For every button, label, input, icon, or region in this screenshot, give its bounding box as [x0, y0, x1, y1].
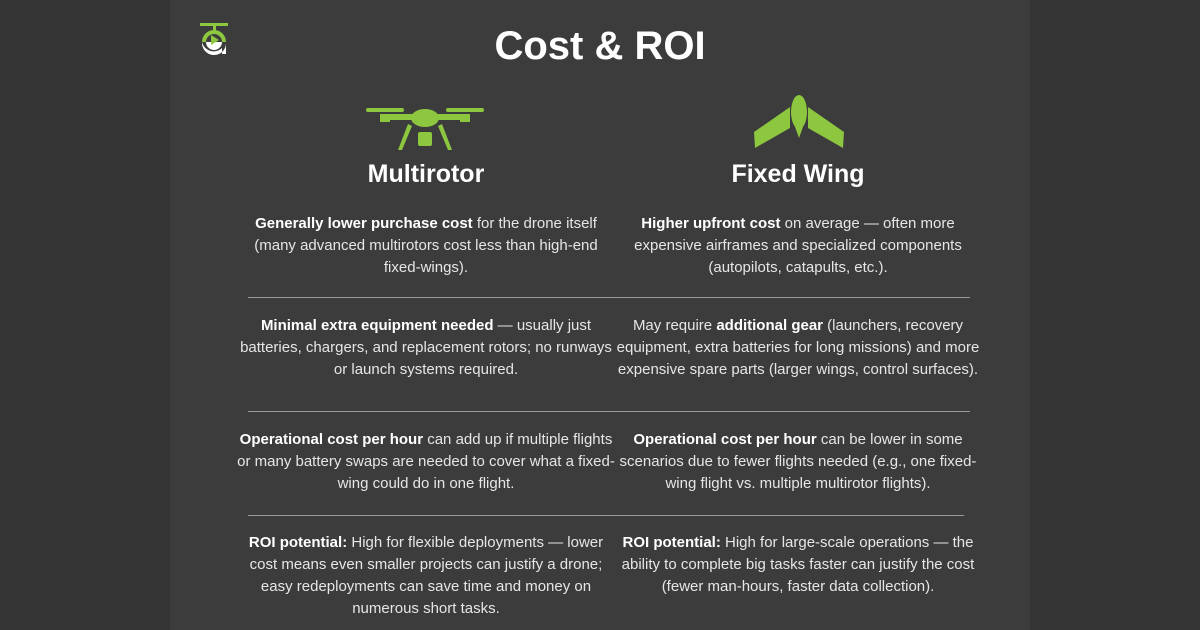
fixed-wing-drone-icon	[754, 95, 844, 148]
multirotor-roi: ROI potential: High for flexible deploym…	[248, 534, 604, 617]
logo-icon	[200, 23, 228, 56]
fixed-wing-operational-cost: Operational cost per hour can be lower i…	[619, 431, 977, 492]
slide-background	[170, 0, 1030, 630]
divider	[248, 411, 970, 412]
column-heading-multirotor: Multirotor	[367, 160, 485, 188]
multirotor-purchase-cost: Generally lower purchase cost for the dr…	[254, 215, 598, 276]
fixed-wing-roi: ROI potential: High for large-scale oper…	[621, 534, 975, 595]
divider	[248, 515, 964, 516]
fixed-wing-equipment: May require additional gear (launchers, …	[616, 317, 980, 378]
fixed-wing-purchase-cost: Higher upfront cost on average — often m…	[634, 215, 962, 276]
column-heading-fixed-wing: Fixed Wing	[731, 160, 865, 188]
divider	[248, 297, 970, 298]
page-title: Cost & ROI	[494, 24, 706, 68]
multirotor-operational-cost: Operational cost per hour can add up if …	[237, 431, 615, 492]
multirotor-drone-icon	[366, 108, 484, 150]
multirotor-equipment: Minimal extra equipment needed — usually…	[240, 317, 612, 378]
